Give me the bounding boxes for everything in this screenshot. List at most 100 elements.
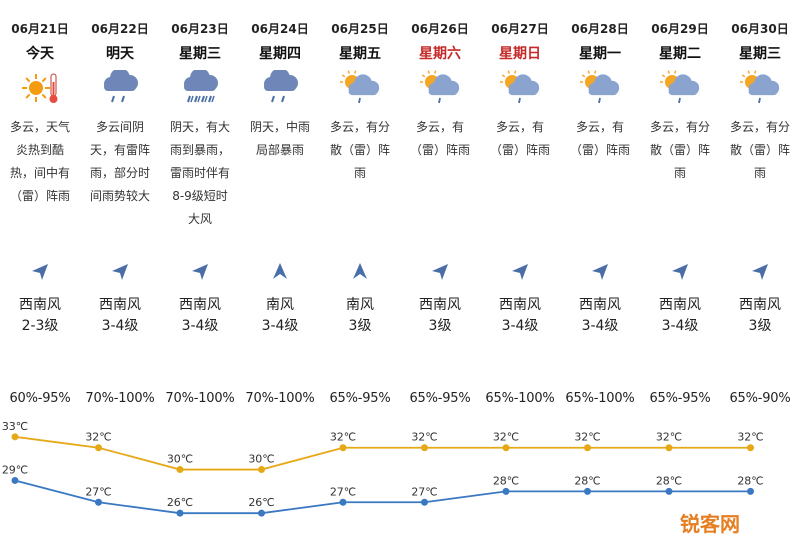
forecast-date: 06月21日 [11, 22, 69, 36]
wind-direction: 南风 [346, 297, 374, 313]
forecast-day-5: 06月25日 星期五 多云，有分散（雷）阵雨 南风 3级 [320, 0, 400, 340]
weather-description: 多云，有分散（雷）阵雨 [650, 120, 711, 180]
humidity-range: 65%-100% [565, 391, 635, 406]
forecast-date: 06月30日 [731, 22, 789, 36]
forecast-weekday: 星期三 [179, 46, 221, 62]
arrow-northeast-icon [32, 264, 48, 280]
temperature-label: 32℃ [411, 431, 437, 444]
arrow-northeast-icon [432, 264, 448, 280]
temperature-point [11, 433, 19, 441]
temperature-point [502, 444, 510, 452]
wind-level: 2-3级 [21, 318, 59, 334]
cloud-heavy-rain-icon [184, 70, 218, 103]
sun-hot-icon [22, 73, 58, 103]
temperature-label: 28℃ [737, 474, 763, 487]
wind-level: 3-4级 [101, 318, 139, 334]
temperature-label: 26℃ [248, 496, 274, 509]
forecast-day-2: 06月22日 明天多云间阴天，有雷阵雨，部分时间雨势较大西南风 3-4级 [80, 0, 160, 340]
cloud-rain-icon [104, 70, 138, 103]
temperature-line-2 [14, 479, 751, 515]
wind-direction: 西南风 [99, 297, 141, 313]
forecast-day-7: 06月27日 星期日 多云，有（雷）阵雨 西南风 3-4级 [480, 0, 560, 340]
temperature-point [95, 498, 102, 506]
temperature-point [95, 444, 102, 452]
temperature-label: 27℃ [330, 485, 356, 498]
humidity-range: 70%-100% [165, 391, 235, 406]
weather-description: 多云间阴天，有雷阵雨，部分时间雨势较大 [90, 120, 151, 203]
partly-cloudy-rain-icon [580, 70, 620, 104]
forecast-weekday: 星期二 [659, 46, 701, 62]
wind-level: 3级 [348, 318, 372, 334]
humidity-range: 65%-100% [485, 391, 555, 406]
weather-description: 多云，有分散（雷）阵雨 [730, 120, 791, 180]
forecast-date: 06月26日 [411, 22, 469, 36]
forecast-weekday: 星期一 [579, 46, 621, 62]
partly-cloudy-rain-icon [420, 70, 460, 104]
temperature-point [421, 498, 428, 506]
temperature-label: 29℃ [2, 463, 28, 476]
forecast-weekday: 明天 [106, 46, 134, 62]
wind-direction: 西南风 [579, 297, 621, 313]
wind-level: 3-4级 [261, 318, 299, 334]
forecast-weekday: 星期四 [259, 46, 301, 62]
arrow-north-icon [273, 263, 287, 279]
temperature-label: 32℃ [574, 431, 600, 444]
forecast-weekday: 星期六 [419, 46, 461, 62]
partly-cloudy-rain-icon [500, 70, 540, 104]
temperature-label: 32℃ [656, 431, 682, 444]
temperature-point [258, 509, 265, 517]
temperature-point [421, 444, 428, 452]
temperature-label: 32℃ [330, 431, 356, 444]
temperature-point [176, 466, 184, 474]
temperature-label: 33℃ [2, 420, 28, 433]
cloud-rain-icon [264, 70, 298, 103]
temperature-label: 30℃ [167, 453, 193, 466]
temperature-point [176, 509, 184, 517]
temperature-label: 32℃ [737, 431, 763, 444]
temperature-point [584, 487, 591, 495]
forecast-date: 06月22日 [91, 22, 149, 36]
temperature-label: 28℃ [574, 474, 600, 487]
watermark-logo: 锐客网 [680, 512, 740, 536]
partly-cloudy-rain-icon [740, 70, 780, 104]
humidity-range: 70%-100% [245, 391, 315, 406]
temperature-point [502, 487, 510, 495]
forecast-weekday: 星期日 [499, 46, 541, 62]
weather-description: 阴天，中雨局部暴雨 [250, 120, 311, 157]
wind-direction: 西南风 [499, 297, 541, 313]
temperature-point [258, 466, 265, 474]
weather-description: 多云，有（雷）阵雨 [410, 120, 471, 157]
forecast-day-10: 06月30日 星期三 多云，有分散（雷）阵雨 西南风 3级 [720, 0, 800, 340]
wind-level: 3-4级 [581, 318, 619, 334]
forecast-weekday: 今天 [26, 46, 54, 62]
temperature-chart: 33℃ 32℃ 30℃ 30℃ 32℃ 32℃ 32℃ 32℃ 32℃ 32℃ 29℃ 27℃ 26℃ 2… [2, 420, 764, 517]
arrow-northeast-icon [192, 264, 208, 280]
temperature-label: 27℃ [85, 485, 111, 498]
temperature-label: 30℃ [248, 453, 274, 466]
temperature-label: 28℃ [656, 474, 682, 487]
partly-cloudy-rain-icon [660, 70, 700, 104]
wind-direction: 西南风 [659, 297, 701, 313]
partly-cloudy-rain-icon [340, 70, 380, 104]
temperature-label: 28℃ [493, 474, 519, 487]
arrow-northeast-icon [672, 264, 688, 280]
humidity-range: 65%-95% [409, 391, 471, 406]
weather-description: 多云，有（雷）阵雨 [570, 120, 631, 157]
humidity-range: 70%-100% [85, 391, 155, 406]
wind-direction: 西南风 [739, 297, 781, 313]
wind-level: 3级 [748, 318, 772, 334]
temperature-point [665, 444, 673, 452]
arrow-north-icon [353, 263, 367, 279]
forecast-date: 06月25日 [331, 22, 389, 36]
arrow-northeast-icon [512, 264, 528, 280]
temperature-label: 27℃ [411, 485, 437, 498]
forecast-date: 06月27日 [491, 22, 549, 36]
arrow-northeast-icon [112, 264, 128, 280]
arrow-northeast-icon [592, 264, 608, 280]
forecast-date: 06月29日 [651, 22, 709, 36]
wind-direction: 西南风 [419, 297, 461, 313]
temperature-point [747, 444, 754, 452]
forecast-date: 06月23日 [171, 22, 229, 36]
weather-description: 多云，有（雷）阵雨 [490, 120, 551, 157]
forecast-day-8: 06月28日 星期一 多云，有（雷）阵雨 西南风 3-4级 [560, 0, 640, 340]
